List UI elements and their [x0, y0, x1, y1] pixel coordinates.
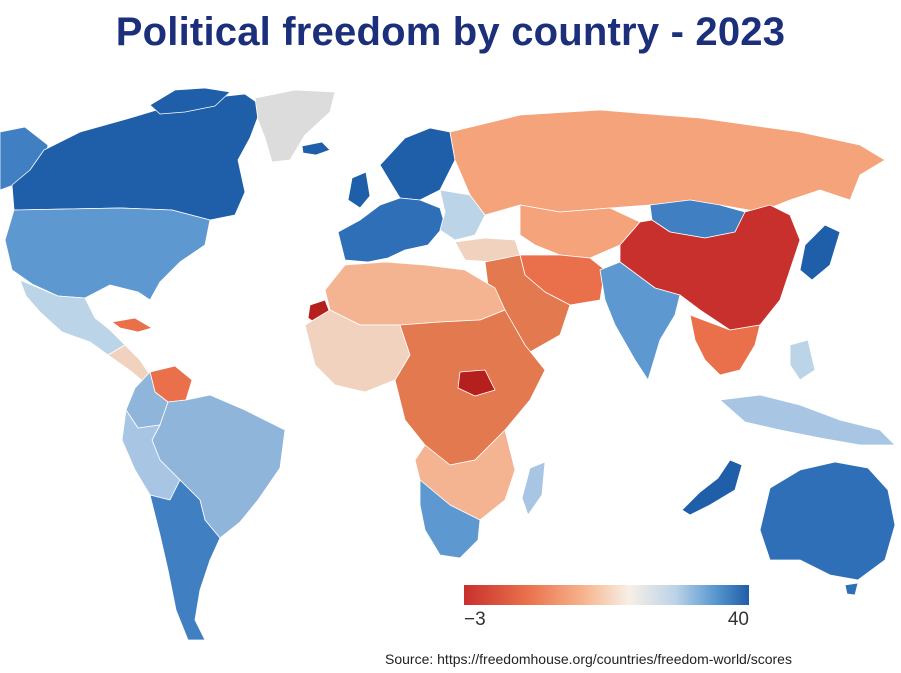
region-iceland — [301, 141, 331, 156]
region-canada — [11, 93, 263, 221]
region-usa — [4, 207, 211, 301]
region-caribbean — [111, 317, 153, 333]
region-scandinavia — [379, 127, 456, 201]
region-south-sudan — [457, 369, 496, 397]
source-note: Source: https://freedomhouse.org/countri… — [385, 651, 792, 667]
legend-max-label: 40 — [727, 609, 749, 630]
region-uk — [347, 171, 371, 209]
region-greenland — [254, 89, 336, 163]
region-southeast-asia — [689, 314, 761, 376]
region-south-africa — [419, 479, 481, 559]
region-philippines — [789, 339, 816, 381]
region-japan-korea — [799, 224, 841, 281]
region-australia — [759, 461, 896, 581]
map-title: Political freedom by country - 2023 — [115, 10, 786, 54]
region-central-asia — [519, 204, 641, 259]
region-western-europe — [337, 197, 446, 263]
region-indonesia — [719, 394, 896, 446]
legend-min-label: −3 — [464, 609, 486, 630]
region-argentina-chile — [149, 479, 221, 641]
region-russia — [449, 109, 886, 216]
color-legend: −3 40 — [464, 585, 749, 630]
legend-gradient-bar — [464, 585, 749, 605]
region-madagascar — [521, 461, 546, 516]
region-india — [599, 261, 681, 381]
region-southern-africa — [414, 429, 516, 521]
region-north-africa — [324, 261, 506, 326]
region-arctic-islands — [149, 87, 231, 115]
region-tasmania — [844, 582, 859, 596]
region-new-zealand — [681, 459, 743, 516]
